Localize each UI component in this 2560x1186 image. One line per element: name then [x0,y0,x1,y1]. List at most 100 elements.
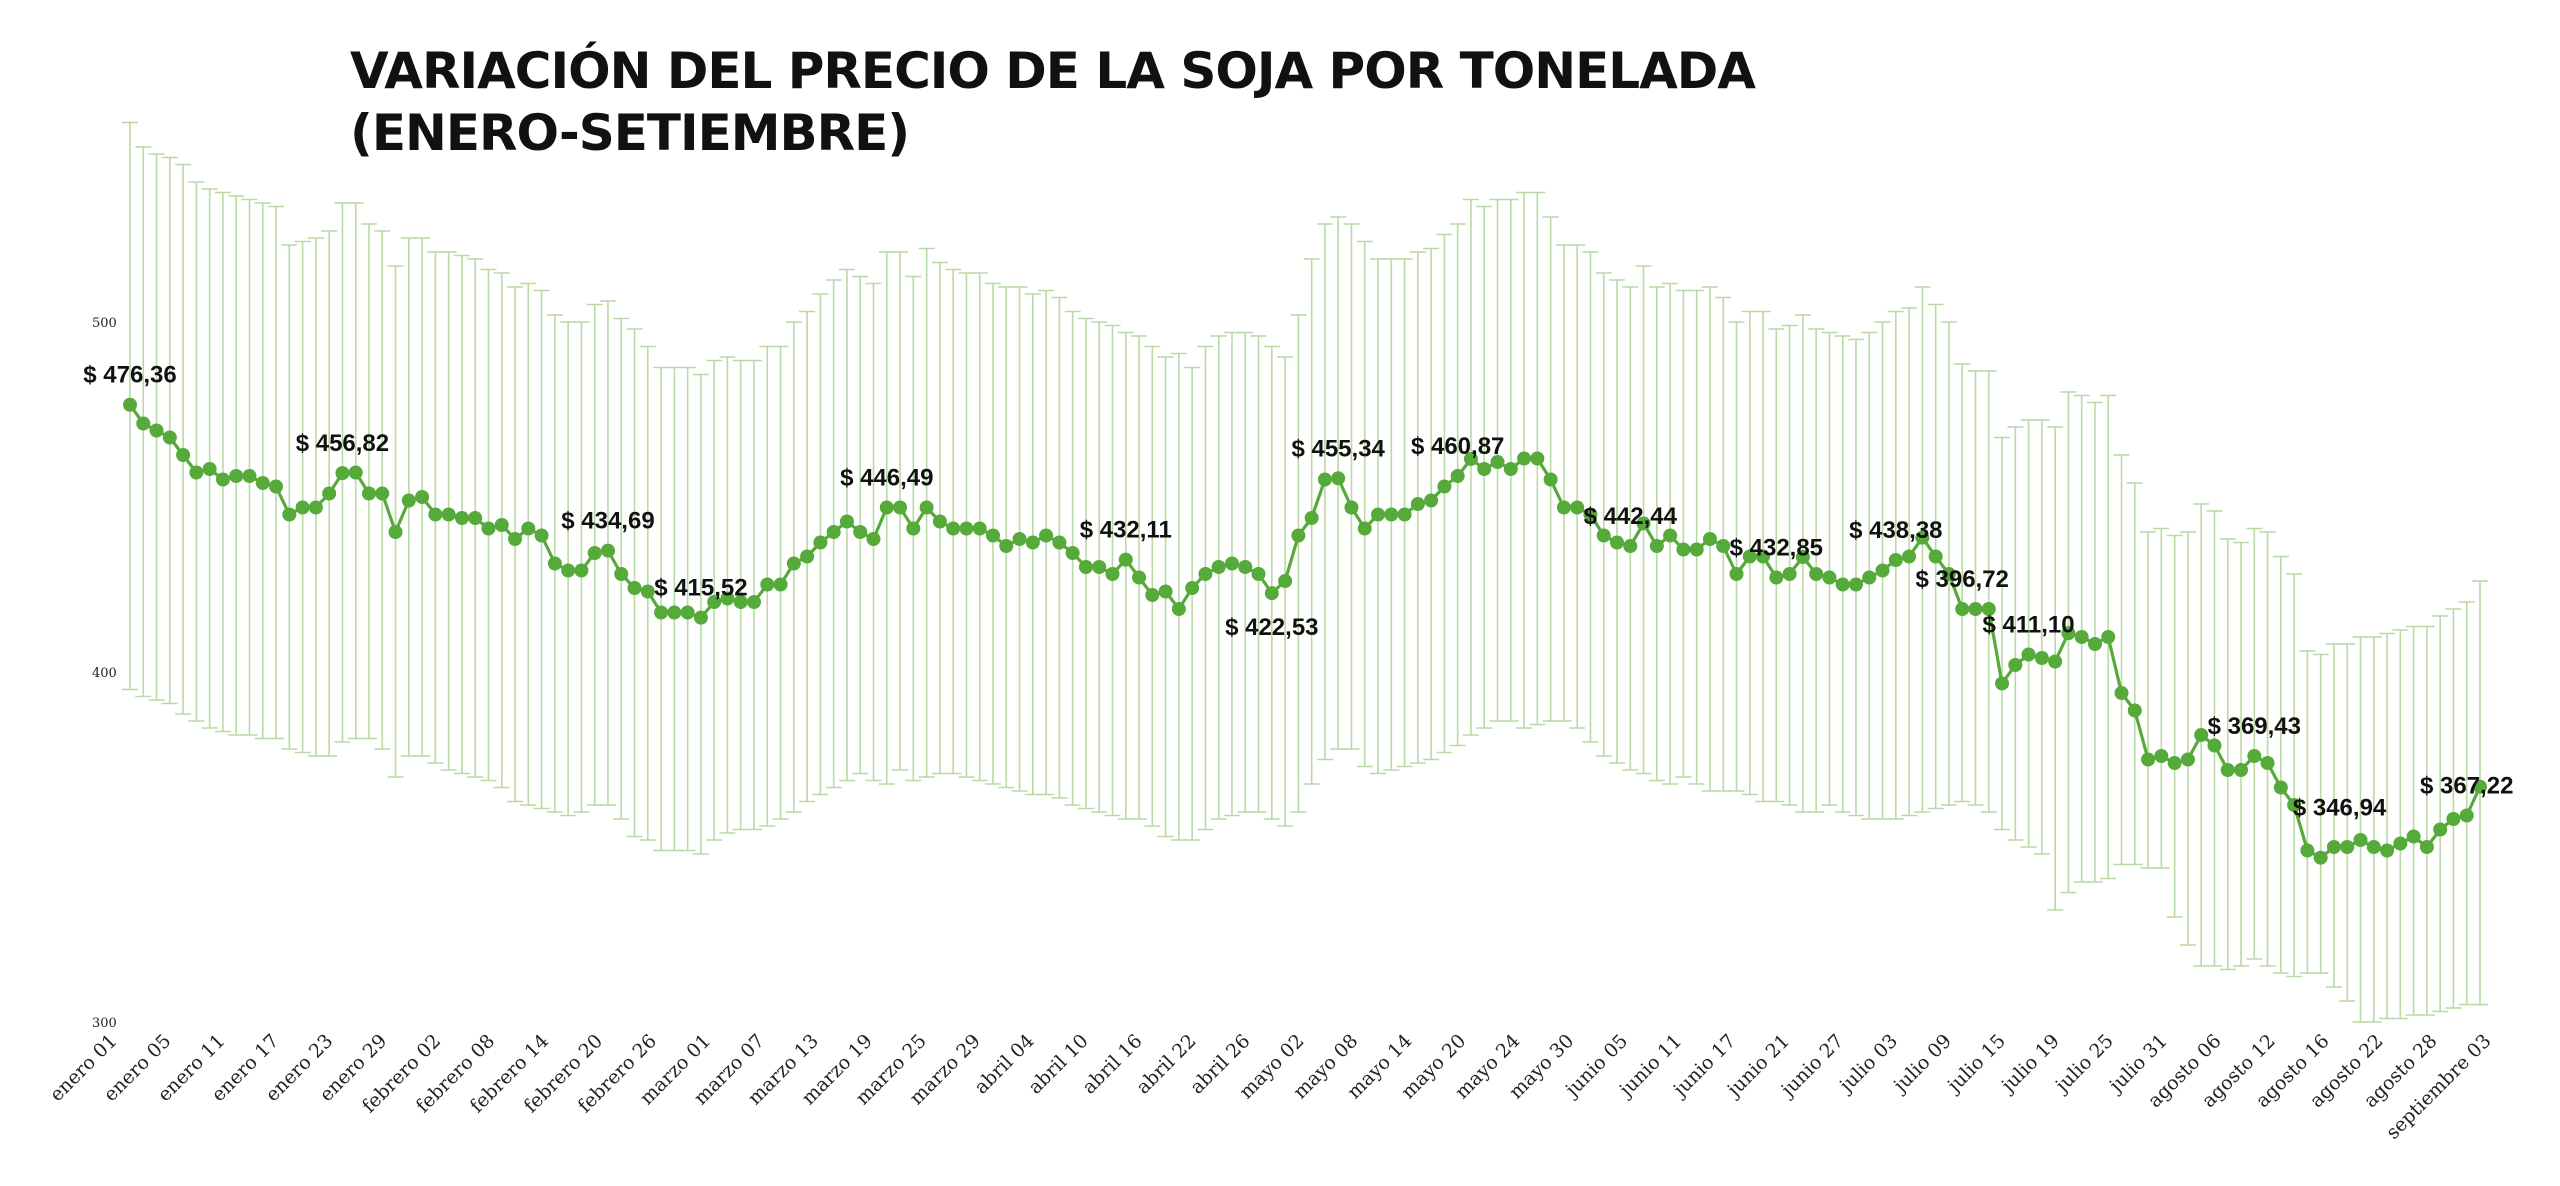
data-point [1065,546,1080,560]
data-point [1278,574,1293,588]
data-point [1158,584,1173,599]
data-point [1490,455,1505,469]
data-label: $ 432,11 [1080,517,1172,544]
y-tick-label: 300 [92,1016,117,1031]
data-point [959,521,974,536]
data-point [441,507,456,522]
data-point [2114,686,2129,700]
data-point [468,511,483,525]
series-line [128,403,2482,860]
data-point [494,518,509,532]
data-point [1264,586,1279,601]
data-label: $ 369,43 [2208,713,2301,740]
data-point [826,525,841,539]
data-point [853,525,868,539]
data-point [1610,535,1625,550]
data-point [1848,577,1863,592]
data-point [2194,728,2209,742]
data-label: $ 367,22 [2420,773,2513,800]
chart-title-line-2: (ENERO-SETIEMBRE) [350,104,910,162]
data-point [2260,756,2275,770]
data-point [2048,654,2063,669]
data-point [1463,451,1478,466]
data-point [189,465,204,480]
data-point [149,423,164,438]
data-point [1915,530,1930,545]
data-point [1742,549,1757,564]
data-point [879,500,894,515]
data-point [1185,581,1200,595]
data-point [1835,577,1850,592]
data-point [1437,479,1452,494]
data-point [1105,567,1120,581]
data-point [1782,567,1797,581]
data-point [946,521,961,536]
data-point [1410,497,1425,511]
data-point [1477,462,1492,476]
x-tick-label: julio 25 [2050,1030,2118,1098]
data-point [308,500,323,515]
data-point [1583,507,1598,522]
data-point [1756,549,1771,564]
data-point [999,539,1014,553]
data-point [508,532,523,546]
data-point [547,556,562,571]
data-point [2247,749,2262,763]
x-tick-label: julio 03 [1834,1030,1902,1098]
data-label: $ 438,38 [1849,517,1942,544]
chart-title: VARIACIÓN DEL PRECIO DE LA SOJA POR TONE… [350,40,1756,164]
data-label: $ 460,87 [1411,433,1504,460]
data-point [561,563,576,578]
data-label: $ 422,53 [1225,614,1318,641]
data-point [2459,808,2474,823]
data-point [1716,539,1731,553]
data-point [919,500,934,515]
data-point [800,549,815,564]
data-point [428,507,443,522]
data-point [667,605,682,620]
data-label: $ 346,94 [2293,795,2387,822]
data-point [123,397,137,412]
data-point [255,476,270,490]
data-point [1078,560,1093,574]
data-point [747,595,762,609]
data-point [1317,472,1332,487]
data-point [1012,532,1027,546]
data-label: $ 396,72 [1915,566,2008,593]
data-label: $ 411,10 [1983,612,2075,639]
data-point [1503,462,1518,476]
data-point [2393,836,2408,851]
data-point [1862,570,1877,585]
data-point [600,543,615,558]
data-point [348,465,363,480]
data-label: $ 456,82 [296,430,389,457]
data-point [1344,500,1359,515]
data-point [1809,567,1824,581]
data-point [1689,542,1704,557]
data-point [269,479,284,494]
data-point [2273,780,2288,795]
data-point [1450,469,1465,483]
data-point [1092,560,1107,574]
data-point [361,486,376,501]
data-point [1304,511,1319,525]
data-point [454,511,469,525]
data-point [1331,471,1346,486]
data-point [2061,626,2076,641]
data-point [707,595,722,609]
data-point [2074,630,2089,644]
data-point [1623,539,1638,553]
data-point [654,605,669,620]
data-point [1132,570,1147,585]
y-axis-ticks: 300 400 500 [92,316,117,1031]
data-point [2287,798,2302,812]
data-point [1251,567,1266,581]
data-point [2419,840,2434,854]
data-point [229,469,244,483]
data-point [1888,553,1903,567]
data-point [893,500,908,515]
data-point [2167,756,2182,770]
data-point [574,563,589,578]
data-point [1118,552,1133,567]
